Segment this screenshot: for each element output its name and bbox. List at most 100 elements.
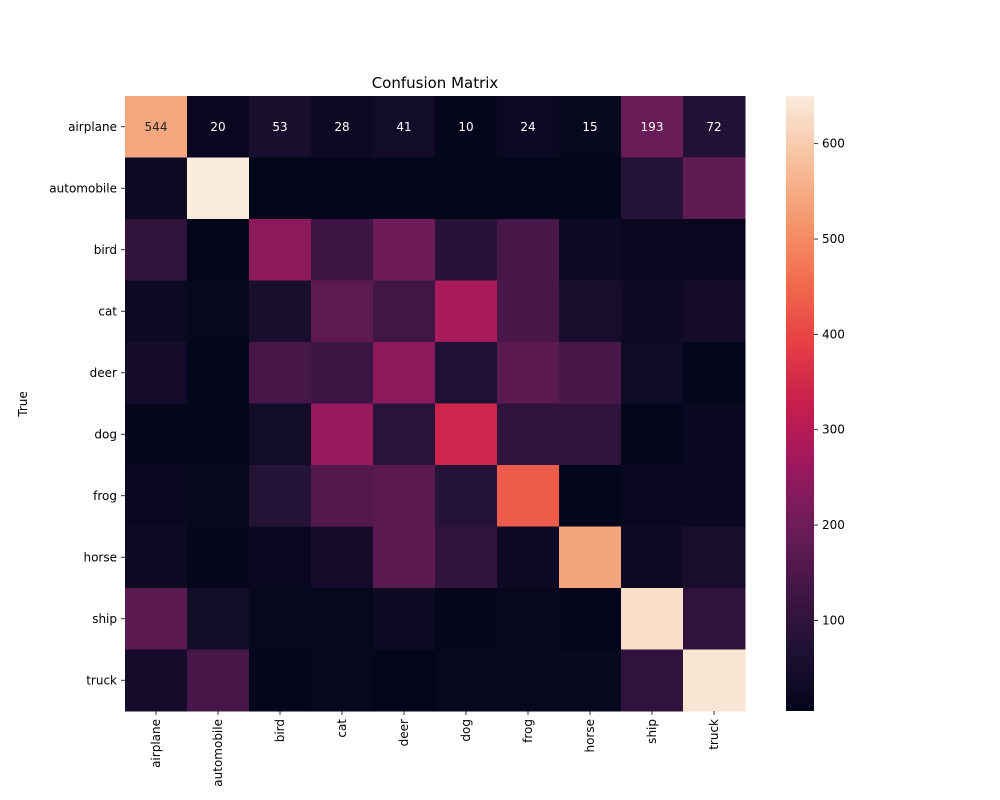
heatmap-cell (621, 342, 684, 404)
x-tick-labels: airplane automobile bird cat deer dog frog hors… (149, 711, 721, 787)
heatmap-cell (373, 342, 436, 404)
heatmap-cell (125, 157, 188, 220)
heatmap-cell (187, 588, 250, 650)
y-tick-label: automobile (49, 181, 117, 195)
heatmap-cell (311, 588, 374, 650)
colorbar-tick-label: 300 (822, 423, 845, 437)
heatmap-cell (311, 465, 374, 527)
heatmap-cell (559, 96, 622, 158)
x-tick-label: ship (645, 719, 659, 744)
heatmap-cell (125, 465, 188, 527)
heatmap-cell (311, 96, 374, 158)
heatmap-cell (311, 219, 374, 281)
heatmap-cell (249, 403, 312, 466)
heatmap-cell (621, 96, 684, 158)
heatmap-cell (497, 342, 560, 404)
heatmap-cell (559, 465, 622, 527)
heatmap-cell (559, 342, 622, 404)
heatmap-cell (621, 280, 684, 343)
heatmap-cell (497, 588, 560, 650)
x-tick-label: automobile (211, 719, 225, 787)
heatmap-cell (125, 588, 188, 650)
heatmap-cell (621, 588, 684, 650)
heatmap-cell (125, 280, 188, 343)
heatmap-cell (249, 96, 312, 158)
y-tick-label: dog (94, 427, 117, 441)
cell-value-label: 24 (520, 120, 535, 134)
heatmap-cell (249, 342, 312, 404)
heatmap-cells (125, 96, 746, 712)
heatmap-cell (621, 526, 684, 589)
heatmap-cell (683, 342, 746, 404)
heatmap-cell (497, 465, 560, 527)
heatmap-cell (125, 526, 188, 589)
cell-value-label: 41 (396, 120, 411, 134)
heatmap-cell (187, 219, 250, 281)
cell-value-label: 10 (458, 120, 473, 134)
heatmap-cell (683, 280, 746, 343)
heatmap-cell (497, 280, 560, 343)
colorbar-ticks: 100 200 300 400 500 600 (814, 137, 845, 627)
heatmap-cell (125, 403, 188, 466)
heatmap-cell (559, 403, 622, 466)
colorbar-tick-label: 600 (822, 137, 845, 151)
colorbar-tick-label: 500 (822, 232, 845, 246)
heatmap-cell (683, 96, 746, 158)
cell-value-label: 53 (272, 120, 287, 134)
heatmap-cell (559, 649, 622, 712)
heatmap-cell (373, 649, 436, 712)
heatmap-cell (373, 588, 436, 650)
heatmap-cell (125, 96, 188, 158)
heatmap-cell (435, 588, 498, 650)
x-tick-label: truck (707, 719, 721, 750)
x-tick-label: bird (273, 719, 287, 742)
y-tick-label: horse (83, 550, 117, 564)
heatmap-cell (373, 465, 436, 527)
heatmap-cell (435, 96, 498, 158)
heatmap-cell (559, 588, 622, 650)
heatmap-cell (683, 157, 746, 220)
cell-value-label: 15 (582, 120, 597, 134)
y-axis-label: True (16, 391, 30, 418)
y-tick-label: frog (93, 489, 117, 503)
heatmap-cell (435, 403, 498, 466)
heatmap-cell (373, 157, 436, 220)
heatmap-cell (187, 526, 250, 589)
heatmap-cell (373, 280, 436, 343)
heatmap-cell (311, 157, 374, 220)
heatmap-cell (311, 342, 374, 404)
y-tick-label: cat (98, 304, 117, 318)
x-tick-label: airplane (149, 719, 163, 768)
colorbar-tick-label: 200 (822, 518, 845, 532)
heatmap-cell (249, 280, 312, 343)
heatmap-cell (373, 219, 436, 281)
heatmap-cell (621, 465, 684, 527)
heatmap-cell (559, 157, 622, 220)
y-tick-label: ship (92, 612, 117, 626)
colorbar (786, 96, 814, 711)
heatmap-cell (621, 219, 684, 281)
heatmap-cell (435, 649, 498, 712)
cell-value-label: 20 (210, 120, 225, 134)
heatmap-cell (497, 649, 560, 712)
x-tick-label: horse (583, 719, 597, 753)
heatmap-cell (187, 649, 250, 712)
heatmap-cell (497, 157, 560, 220)
heatmap-cell (683, 403, 746, 466)
heatmap-cell (559, 219, 622, 281)
heatmap-cell (435, 280, 498, 343)
x-tick-label: deer (397, 719, 411, 746)
colorbar-tick-label: 100 (822, 613, 845, 627)
y-tick-label: truck (86, 673, 117, 687)
cell-value-label: 72 (706, 120, 721, 134)
heatmap-cell (249, 465, 312, 527)
heatmap-cell (373, 526, 436, 589)
heatmap-cell (187, 342, 250, 404)
heatmap-cell (249, 649, 312, 712)
heatmap-cell (497, 96, 560, 158)
x-tick-label: cat (335, 719, 349, 738)
heatmap-cell (683, 219, 746, 281)
heatmap-cell (311, 403, 374, 466)
chart-title: Confusion Matrix (372, 74, 499, 92)
